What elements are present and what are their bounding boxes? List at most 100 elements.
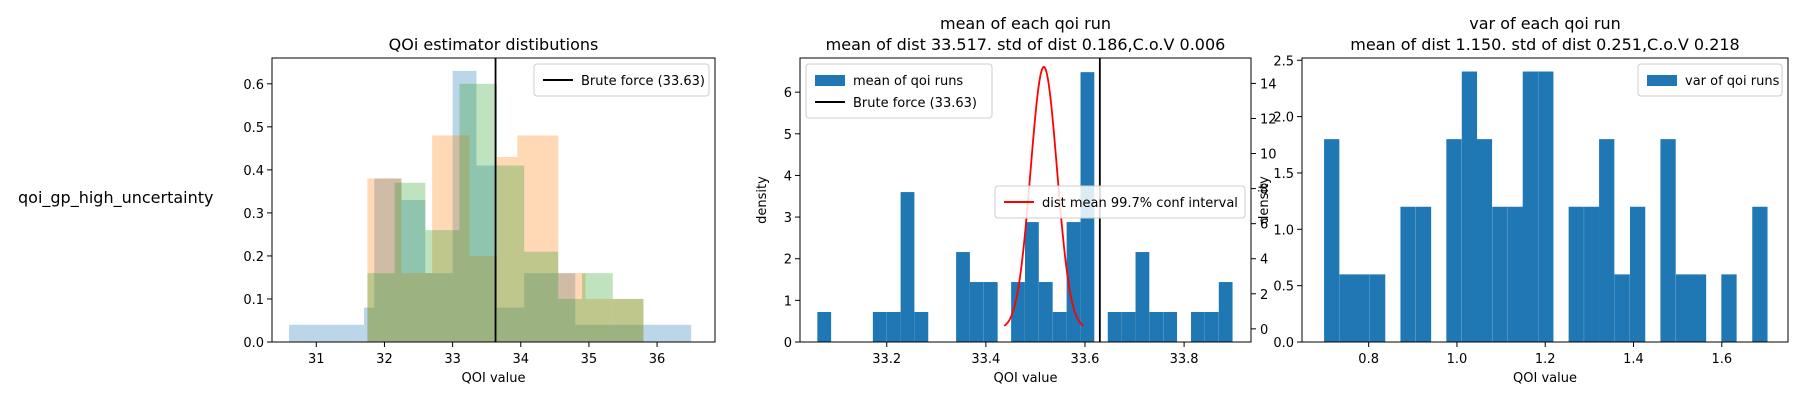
- histogram-bar: [1538, 71, 1554, 343]
- histogram-bar-series-1: [364, 307, 375, 342]
- histogram-bar: [1218, 282, 1233, 342]
- histogram-bar-series-3: [394, 182, 426, 342]
- histogram-bar: [886, 312, 901, 342]
- y-right-tick-label: 0: [1260, 323, 1268, 338]
- histogram-bar: [1614, 274, 1630, 342]
- chart-title: QOi estimator distibutions: [389, 35, 599, 54]
- y-tick-label: 0.5: [243, 121, 264, 136]
- histogram-bar-series-2: [401, 273, 433, 342]
- histogram-bar-series-3: [459, 83, 497, 343]
- legend-swatch: [815, 75, 845, 86]
- y-tick-label: 0.0: [243, 336, 264, 351]
- histogram-bar: [900, 192, 915, 342]
- y-tick-label: 0: [784, 336, 792, 351]
- histogram-bar: [1324, 139, 1340, 342]
- y-tick-label: 2.5: [1273, 54, 1294, 69]
- legend-label: mean of qoi runs: [853, 74, 963, 89]
- legend-conf: dist mean 99.7% conf interval: [994, 185, 1246, 219]
- y-tick-label: 5: [784, 128, 792, 143]
- x-tick-label: 31: [308, 352, 325, 367]
- histogram-bar-series-3: [582, 273, 613, 342]
- histogram-bar: [1446, 139, 1462, 342]
- y-tick-label: 0.1: [243, 293, 264, 308]
- histogram-bar: [1107, 312, 1122, 342]
- histogram-bar: [969, 282, 984, 342]
- histogram-bar-series-2: [616, 298, 644, 342]
- histogram-bar: [1038, 282, 1053, 342]
- histogram-bar-series-2: [517, 135, 559, 342]
- x-tick-label: 34: [512, 352, 529, 367]
- histogram-bar: [872, 312, 887, 342]
- chart-title: var of each qoi run: [1469, 14, 1620, 33]
- x-tick-label: 35: [581, 352, 598, 367]
- histogram-bar: [1690, 274, 1707, 342]
- histogram-bar: [1752, 206, 1768, 342]
- y-right-tick-label: 10: [1260, 148, 1277, 163]
- x-axis-label: QOI value: [1513, 371, 1577, 386]
- y-tick-label: 2: [784, 253, 792, 268]
- histogram-bar-series-1: [643, 324, 692, 342]
- histogram-bar: [1052, 312, 1067, 342]
- histogram-bar-series-3: [496, 165, 525, 342]
- legend-label: dist mean 99.7% conf interval: [1042, 196, 1238, 211]
- histogram-bar: [1584, 206, 1600, 342]
- y-tick-label: 1.0: [1273, 223, 1294, 238]
- histogram-bar: [1204, 312, 1219, 342]
- histogram-bar: [1369, 274, 1386, 342]
- chart-subtitle: mean of dist 1.150. std of dist 0.251,C.…: [1350, 35, 1739, 54]
- legend-box: [805, 63, 993, 119]
- x-tick-label: 1.0: [1447, 352, 1468, 367]
- y-tick-label: 0.5: [1273, 280, 1294, 295]
- y-tick-label: 0.2: [243, 250, 264, 265]
- y-axis-label: density: [755, 176, 770, 224]
- y-tick-label: 1.5: [1273, 167, 1294, 182]
- histogram-bar-series-1: [374, 178, 402, 342]
- conf-interval-curve: [1003, 65, 1085, 327]
- legend-box: [533, 63, 710, 97]
- histogram-bar: [1121, 312, 1136, 342]
- histogram-bar: [1568, 206, 1584, 342]
- histogram-bar: [1415, 206, 1432, 342]
- x-tick-label: 33.2: [872, 352, 901, 367]
- y-tick-label: 0.0: [1273, 336, 1294, 351]
- y-tick-label: 3: [784, 211, 792, 226]
- histogram-bar: [1629, 206, 1646, 342]
- chart-3: var of each qoi run mean of dist 1.150. s…: [1257, 14, 1789, 386]
- histogram-bar: [1721, 274, 1737, 342]
- histogram-bar: [1339, 274, 1355, 342]
- y-tick-label: 0.3: [243, 207, 264, 222]
- histogram-bar-series-3: [612, 298, 644, 342]
- x-tick-label: 33.4: [971, 352, 1000, 367]
- x-tick-label: 0.8: [1358, 352, 1379, 367]
- histogram-bar: [1660, 139, 1676, 342]
- legend-box: [994, 185, 1246, 219]
- chart-subtitle: mean of dist 33.517. std of dist 0.186,C…: [826, 35, 1226, 54]
- x-tick-label: 1.6: [1711, 352, 1732, 367]
- histogram-bar-series-1: [401, 200, 426, 342]
- histogram-bar-series-1: [575, 324, 603, 342]
- histogram-bar: [1011, 282, 1025, 342]
- legend-label: Brute force (33.63): [853, 96, 977, 111]
- legend: mean of qoi runs Brute force (33.63): [805, 63, 993, 119]
- x-tick-label: 33.8: [1170, 352, 1199, 367]
- histogram-bar-series-3: [558, 298, 583, 342]
- x-tick-label: 36: [649, 352, 666, 367]
- histogram-bar: [1354, 274, 1370, 342]
- legend: var of qoi runs: [1637, 63, 1783, 97]
- histogram-bar: [1522, 71, 1538, 343]
- histogram-bar: [1507, 206, 1523, 342]
- row-label: qoi_gp_high_uncertainty: [18, 188, 214, 207]
- histogram-bar: [1400, 206, 1416, 342]
- histogram-bar-series-1: [452, 70, 477, 342]
- histogram-bar-series-3: [524, 251, 559, 342]
- legend-label: var of qoi runs: [1685, 74, 1780, 89]
- legend: Brute force (33.63): [533, 63, 710, 97]
- histogram-bar: [1191, 312, 1205, 342]
- x-tick-label: 33: [444, 352, 461, 367]
- histogram-bar: [1461, 71, 1478, 343]
- histogram-bar: [1149, 312, 1164, 342]
- y-tick-label: 0.4: [243, 164, 264, 179]
- histogram-bar-series-1: [602, 324, 644, 342]
- histogram-bar-series-3: [425, 230, 460, 342]
- histogram-bar: [817, 312, 832, 342]
